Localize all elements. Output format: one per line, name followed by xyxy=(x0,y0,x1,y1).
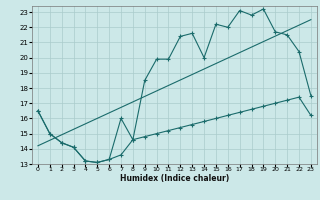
X-axis label: Humidex (Indice chaleur): Humidex (Indice chaleur) xyxy=(120,174,229,183)
